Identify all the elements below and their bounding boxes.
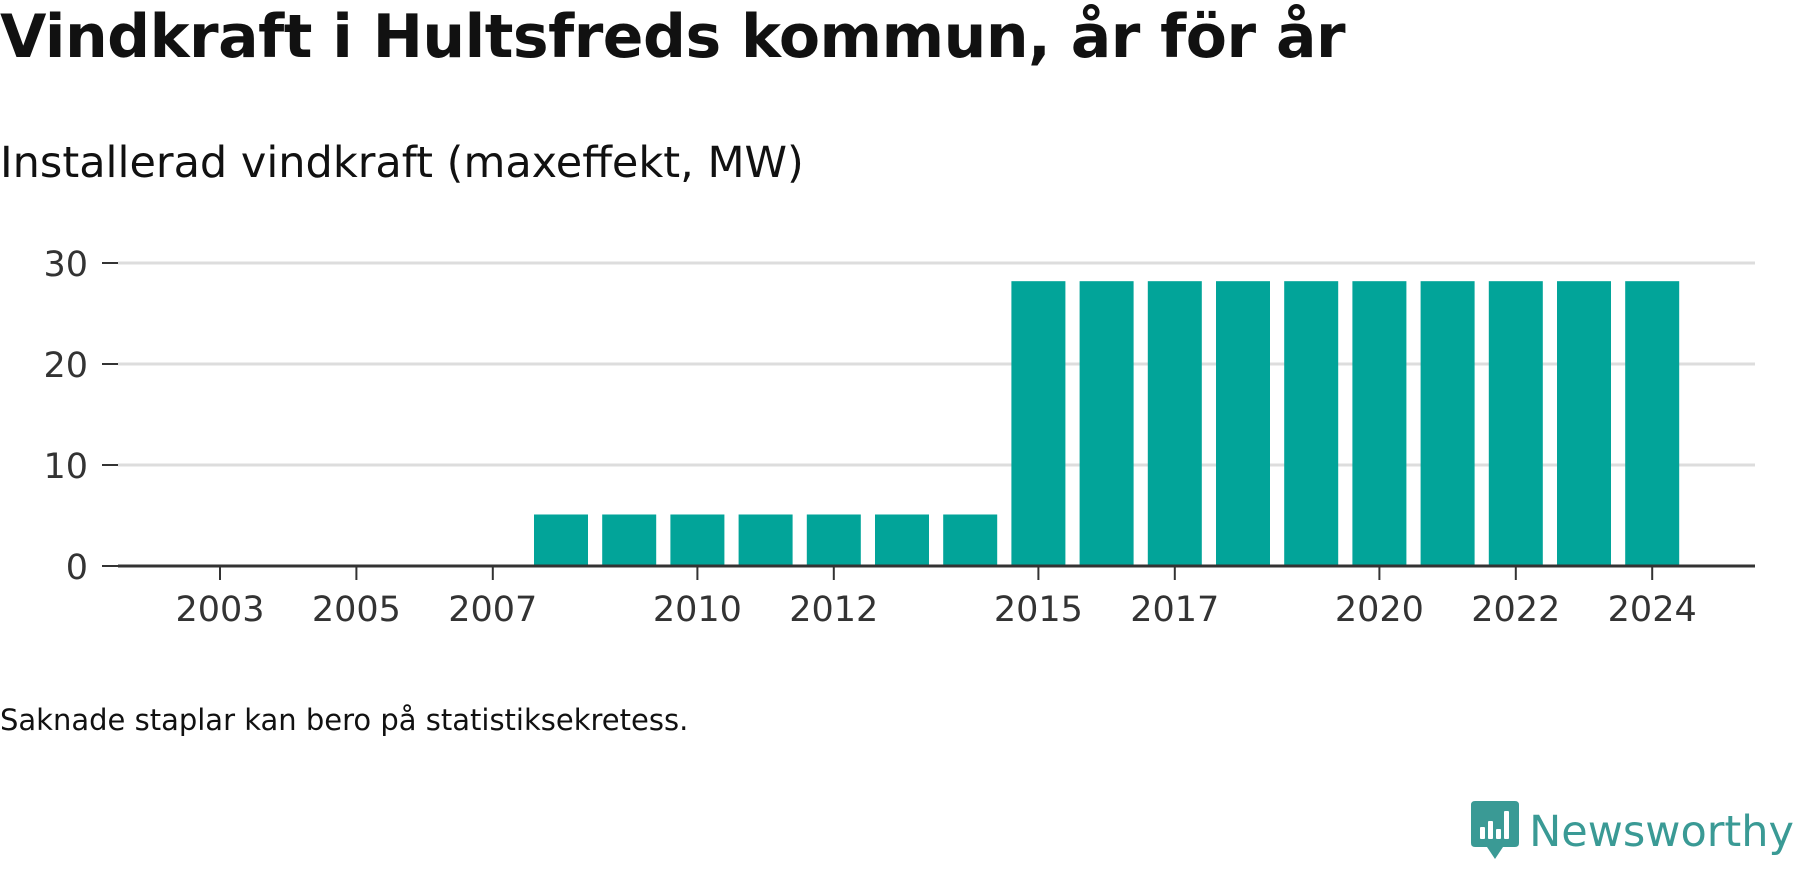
bars [534,281,1680,566]
bar-2012 [806,514,861,566]
chart-title: Vindkraft i Hultsfreds kommun, år för år [0,2,1346,72]
x-tick-label: 2003 [175,590,264,630]
gridlines [118,261,1755,467]
x-axis-ticks: 2003 2005 2007 2010 2012 2015 2017 2020 2022 2024 [175,566,1697,630]
bar-2009 [602,514,657,566]
footnote: Saknade staplar kan bero på statistiksek… [0,703,689,737]
bar-2011 [738,514,793,566]
chart-subtitle: Installerad vindkraft (maxeffekt, MW) [0,138,804,188]
newsworthy-logo-icon [1469,799,1521,865]
x-tick-label: 2010 [653,590,742,630]
x-tick-label: 2007 [448,590,537,630]
bar-2023 [1557,281,1611,566]
y-tick-label: 0 [66,548,88,588]
bar-2020 [1352,281,1407,566]
y-tick-label: 30 [43,245,88,285]
bar-2014 [943,514,998,566]
bar-2019 [1284,281,1339,566]
bar-2018 [1216,281,1270,566]
bar-chart: 0 10 20 30 2003 2005 2007 2010 2012 2015 2017 2020… [43,245,1755,630]
brand-logo[interactable]: Newsworthy [1469,799,1794,865]
x-tick-label: 2017 [1130,590,1219,630]
x-tick-label: 2012 [789,590,878,630]
y-axis-ticks: 0 10 20 30 [43,245,118,588]
x-tick-label: 2020 [1335,590,1424,630]
bar-2010 [670,514,725,566]
bar-2022 [1488,281,1543,566]
brand-name: Newsworthy [1529,807,1794,857]
y-tick-label: 20 [43,346,88,386]
bar-2017 [1147,281,1202,566]
bar-2008 [534,514,588,566]
y-tick-label: 10 [43,447,88,487]
x-tick-label: 2015 [994,590,1083,630]
x-tick-label: 2024 [1608,590,1697,630]
bar-2021 [1420,281,1475,566]
x-tick-label: 2022 [1471,590,1560,630]
bar-2013 [875,514,929,566]
bar-2016 [1079,281,1134,566]
bar-2015 [1011,281,1066,566]
x-tick-label: 2005 [312,590,401,630]
bar-2024 [1625,281,1680,566]
